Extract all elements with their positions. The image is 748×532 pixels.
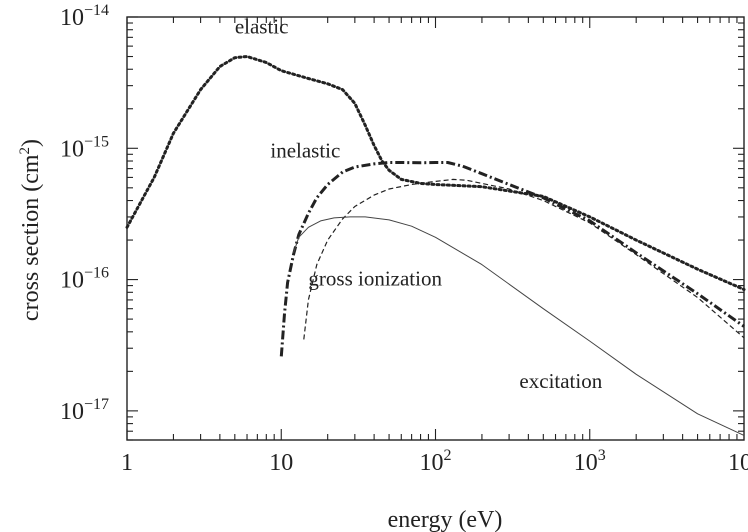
annotation-gross-ionization: gross ionization xyxy=(308,267,442,291)
y-tick-label-base: 10 xyxy=(60,268,84,294)
x-tick-label: 104 xyxy=(728,447,748,476)
series-line-excitation xyxy=(293,216,745,436)
y-tick-label-base: 10 xyxy=(60,399,84,425)
y-tick-label-exp: −15 xyxy=(84,133,109,150)
annotation-excitation: excitation xyxy=(519,369,602,393)
x-tick-label: 103 xyxy=(574,447,606,476)
axis-ticks xyxy=(126,16,744,441)
plot-frame xyxy=(126,16,745,441)
x-tick-label-base: 10 xyxy=(574,450,598,476)
x-tick-label: 102 xyxy=(420,447,452,476)
y-axis-title: cross section (cm2) xyxy=(17,139,44,321)
y-axis-title-close: ) xyxy=(18,139,44,147)
annotation-inelastic: inelastic xyxy=(270,139,340,163)
annotation-elastic: elastic xyxy=(235,14,289,38)
y-tick-label-exp: −17 xyxy=(84,396,109,413)
y-tick-label-exp: −16 xyxy=(84,265,109,282)
y-axis-title-sup: 2 xyxy=(17,147,33,155)
x-tick-label: 1 xyxy=(121,450,133,476)
y-tick-label: 10−14 xyxy=(60,2,109,31)
x-axis-title: energy (eV) xyxy=(388,507,503,532)
x-tick-label: 10 xyxy=(269,450,293,476)
y-tick-label-base: 10 xyxy=(60,136,84,162)
series-annotations: elastic inelastic gross ionization excitati… xyxy=(235,14,603,392)
y-tick-label-base: 10 xyxy=(60,5,84,31)
x-tick-label-base: 1 xyxy=(121,450,133,476)
x-tick-label-base: 10 xyxy=(269,450,293,476)
y-tick-label-exp: −14 xyxy=(84,2,109,19)
x-tick-label-exp: 3 xyxy=(598,447,606,464)
data-lines xyxy=(125,55,746,436)
y-tick-label: 10−16 xyxy=(60,265,109,294)
y-tick-label: 10−15 xyxy=(60,133,109,162)
series-line-gross-ionization xyxy=(303,178,745,340)
series-line-inelastic xyxy=(279,161,745,357)
x-tick-label-exp: 2 xyxy=(444,447,452,464)
y-tick-label: 10−17 xyxy=(60,396,109,425)
y-axis-title-main: cross section (cm xyxy=(18,154,44,321)
x-tick-label-base: 10 xyxy=(420,450,444,476)
x-tick-label-base: 10 xyxy=(728,450,748,476)
series-line-elastic xyxy=(125,55,746,291)
